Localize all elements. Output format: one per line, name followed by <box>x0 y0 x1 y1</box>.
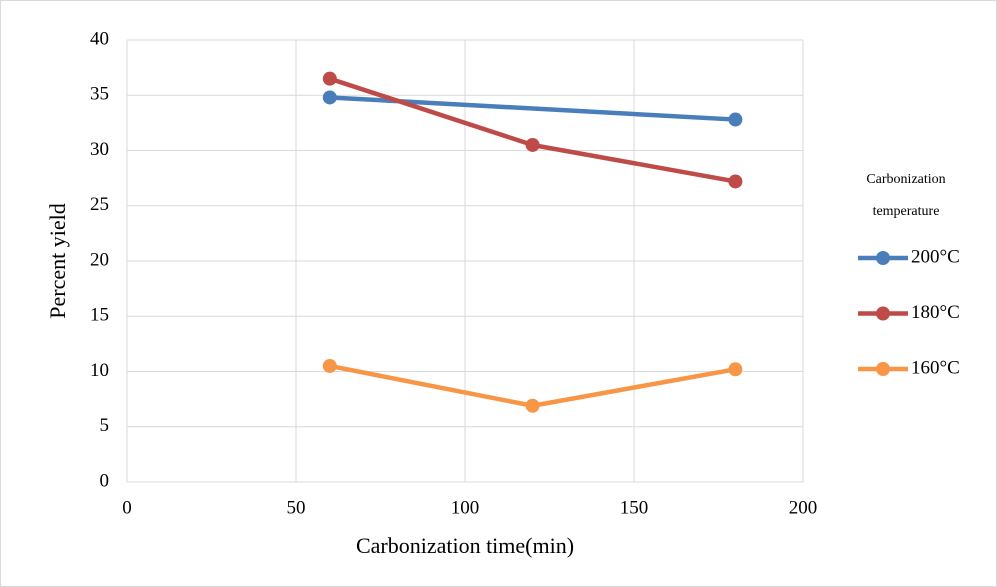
y-tick-label: 30 <box>90 139 109 160</box>
legend-marker <box>876 251 890 265</box>
data-point <box>525 398 540 413</box>
x-tick-label: 200 <box>789 497 818 518</box>
y-tick-label: 0 <box>100 470 110 491</box>
y-tick-label: 35 <box>90 84 109 105</box>
data-point <box>728 112 743 127</box>
legend-marker <box>876 362 890 376</box>
y-tick-label: 20 <box>90 249 109 270</box>
legend-marker <box>876 306 890 321</box>
y-axis-title: Percent yield <box>45 203 70 318</box>
data-point <box>525 137 540 152</box>
y-tick-label: 15 <box>90 305 109 326</box>
y-tick-label: 25 <box>90 194 109 215</box>
legend-label: 180°C <box>911 302 960 323</box>
data-point <box>728 174 743 189</box>
x-tick-label: 50 <box>287 497 306 518</box>
data-point <box>322 90 337 105</box>
data-point <box>322 358 337 373</box>
y-tick-label: 40 <box>90 28 109 49</box>
legend-label: 160°C <box>911 357 960 378</box>
legend-title: temperature <box>873 204 940 219</box>
x-tick-label: 150 <box>620 497 649 518</box>
legend-title: Carbonization <box>866 172 945 187</box>
data-point <box>322 71 337 86</box>
data-point <box>728 362 743 377</box>
y-tick-label: 5 <box>100 415 110 436</box>
x-tick-label: 100 <box>451 497 480 518</box>
legend-label: 200°C <box>911 246 960 267</box>
y-tick-label: 10 <box>90 360 109 381</box>
x-axis-title: Carbonization time(min) <box>356 533 574 558</box>
x-tick-label: 0 <box>122 497 132 518</box>
